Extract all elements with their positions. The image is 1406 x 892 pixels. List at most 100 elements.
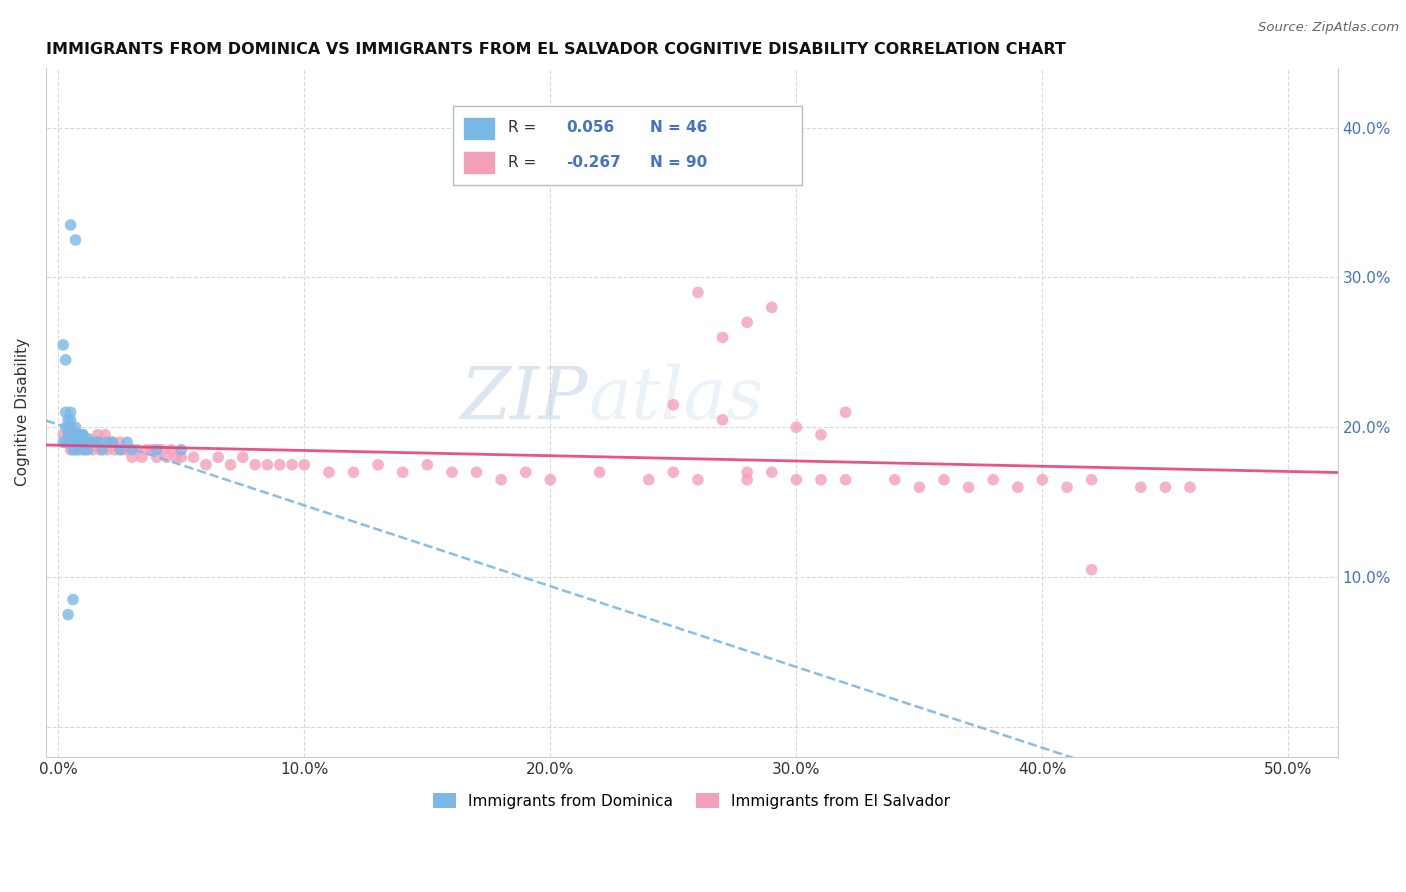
Point bbox=[637, 473, 659, 487]
Point bbox=[76, 435, 98, 450]
Point bbox=[59, 218, 82, 232]
Point bbox=[66, 435, 89, 450]
Point bbox=[145, 450, 167, 465]
Point bbox=[65, 442, 87, 457]
Point bbox=[135, 442, 157, 457]
Point bbox=[59, 405, 82, 419]
Point bbox=[69, 427, 91, 442]
Point bbox=[908, 480, 931, 494]
Point bbox=[75, 435, 97, 450]
Point bbox=[588, 465, 610, 479]
Point bbox=[59, 442, 82, 457]
FancyBboxPatch shape bbox=[463, 152, 495, 175]
Point bbox=[79, 435, 101, 450]
Point bbox=[84, 435, 107, 450]
Point bbox=[735, 473, 758, 487]
Point bbox=[72, 435, 94, 450]
Point bbox=[66, 442, 89, 457]
Point bbox=[76, 435, 98, 450]
Point bbox=[1080, 563, 1102, 577]
Point bbox=[96, 435, 118, 450]
Point bbox=[785, 420, 807, 434]
Point bbox=[957, 480, 980, 494]
Point bbox=[1031, 473, 1053, 487]
FancyBboxPatch shape bbox=[453, 105, 801, 185]
Point bbox=[883, 473, 905, 487]
Text: atlas: atlas bbox=[589, 363, 763, 434]
Point bbox=[1056, 480, 1078, 494]
Point bbox=[72, 442, 94, 457]
Point bbox=[662, 465, 685, 479]
Point bbox=[59, 427, 82, 442]
Point bbox=[761, 465, 783, 479]
Point bbox=[981, 473, 1004, 487]
Point bbox=[59, 420, 82, 434]
Point bbox=[121, 450, 143, 465]
Point bbox=[56, 413, 79, 427]
Point bbox=[55, 405, 77, 419]
Point bbox=[662, 398, 685, 412]
Point bbox=[62, 427, 84, 442]
Point bbox=[219, 458, 242, 472]
Point bbox=[256, 458, 278, 472]
Text: -0.267: -0.267 bbox=[567, 154, 621, 169]
Point bbox=[91, 442, 114, 457]
Point bbox=[52, 435, 75, 450]
Point bbox=[761, 301, 783, 315]
Point bbox=[104, 442, 127, 457]
Point bbox=[281, 458, 304, 472]
Point bbox=[56, 427, 79, 442]
Point bbox=[115, 435, 138, 450]
Point bbox=[108, 442, 131, 457]
Point bbox=[111, 442, 134, 457]
Point bbox=[89, 442, 111, 457]
Point bbox=[391, 465, 413, 479]
Point bbox=[834, 405, 856, 419]
Point bbox=[125, 442, 148, 457]
Point bbox=[84, 435, 107, 450]
Point bbox=[62, 442, 84, 457]
Point bbox=[56, 435, 79, 450]
Point bbox=[52, 338, 75, 352]
Point bbox=[932, 473, 955, 487]
Point bbox=[318, 465, 340, 479]
Point bbox=[108, 435, 131, 450]
Point bbox=[72, 427, 94, 442]
Point bbox=[711, 413, 734, 427]
Point bbox=[66, 427, 89, 442]
Point bbox=[183, 450, 205, 465]
Point bbox=[160, 442, 183, 457]
Text: R =: R = bbox=[509, 154, 541, 169]
Point bbox=[145, 442, 167, 457]
Point bbox=[82, 442, 104, 457]
Point bbox=[243, 458, 266, 472]
Point bbox=[115, 442, 138, 457]
Point bbox=[55, 420, 77, 434]
Point bbox=[65, 435, 87, 450]
Point bbox=[515, 465, 537, 479]
Point bbox=[735, 315, 758, 329]
Point bbox=[94, 427, 117, 442]
Point bbox=[65, 420, 87, 434]
Point bbox=[165, 450, 187, 465]
Point bbox=[101, 435, 124, 450]
Point bbox=[810, 473, 832, 487]
Point bbox=[69, 427, 91, 442]
Text: Source: ZipAtlas.com: Source: ZipAtlas.com bbox=[1258, 21, 1399, 34]
Point bbox=[155, 450, 177, 465]
Legend: Immigrants from Dominica, Immigrants from El Salvador: Immigrants from Dominica, Immigrants fro… bbox=[427, 787, 956, 814]
Point bbox=[367, 458, 389, 472]
Point bbox=[62, 592, 84, 607]
Point bbox=[1178, 480, 1201, 494]
Point bbox=[59, 413, 82, 427]
Point bbox=[465, 465, 488, 479]
Point bbox=[76, 442, 98, 457]
Point bbox=[96, 442, 118, 457]
Point bbox=[416, 458, 439, 472]
Point bbox=[232, 450, 254, 465]
Point bbox=[86, 427, 108, 442]
Point bbox=[735, 465, 758, 479]
Text: N = 90: N = 90 bbox=[651, 154, 707, 169]
Point bbox=[66, 435, 89, 450]
Point bbox=[65, 233, 87, 247]
